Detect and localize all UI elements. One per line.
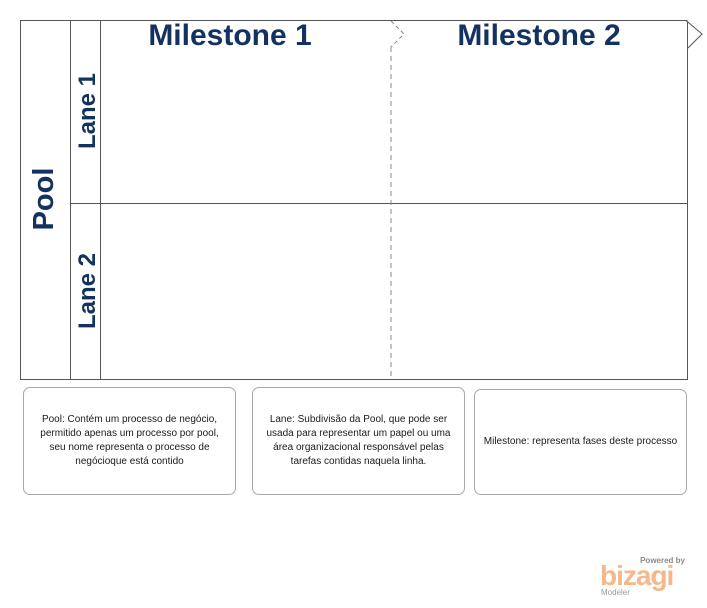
milestone-2-title[interactable]: Milestone 2 xyxy=(457,19,620,52)
milestone-1-title[interactable]: Milestone 1 xyxy=(148,19,311,52)
milestone-2-chevron xyxy=(685,20,703,49)
pool-title[interactable]: Pool xyxy=(28,168,60,231)
pool-annotation-text: Pool: Contém um processo de negócio, per… xyxy=(40,414,219,467)
milestone-annotation-text: Milestone: representa fases deste proces… xyxy=(483,436,678,447)
milestone-annotation[interactable]: Milestone: representa fases deste proces… xyxy=(474,389,687,495)
lane-annotation[interactable]: Lane: Subdivisão da Pool, que pode ser u… xyxy=(252,387,465,495)
milestone-1-chevron xyxy=(390,20,405,48)
lane-annotation-text: Lane: Subdivisão da Pool, que pode ser u… xyxy=(266,414,451,467)
powered-by-label: Powered by xyxy=(640,556,685,565)
bizagi-wordmark: bizagi xyxy=(600,560,674,591)
pool-frame[interactable] xyxy=(20,20,688,380)
bizagi-logo: Powered by bizagi Modeler xyxy=(598,556,690,600)
pool-annotation[interactable]: Pool: Contém um processo de negócio, per… xyxy=(23,387,236,495)
lane-1-title[interactable]: Lane 1 xyxy=(74,73,101,149)
milestone-2-header[interactable] xyxy=(686,20,702,49)
modeler-label: Modeler xyxy=(601,588,630,597)
lane-2-title[interactable]: Lane 2 xyxy=(74,253,101,329)
